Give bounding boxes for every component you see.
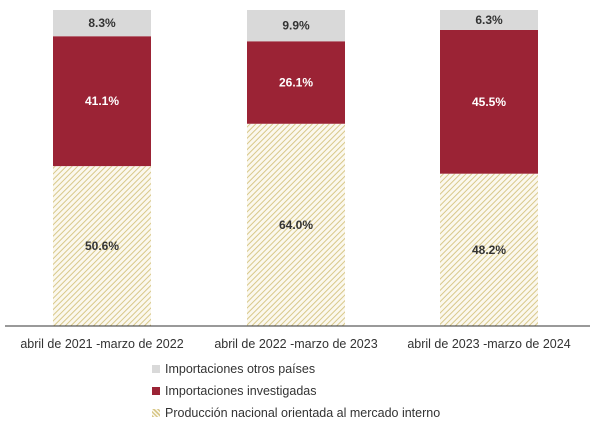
data-label-otros-3: 6.3% [475,13,503,27]
x-tick-label-1: abril de 2021 -marzo de 2022 [20,337,183,351]
data-label-produccion-1: 50.6% [85,239,119,253]
bar-segment-produccion-3 [440,173,538,326]
legend-label-investigadas: Importaciones investigadas [165,384,317,398]
data-label-otros-2: 9.9% [282,19,310,33]
legend-item-otros: Importaciones otros países [152,358,440,380]
x-tick-label-2: abril de 2022 -marzo de 2023 [214,337,377,351]
bar-segment-otros-3 [440,10,538,30]
data-label-produccion-2: 64.0% [279,218,313,232]
legend: Importaciones otros países Importaciones… [152,358,440,424]
data-label-investigadas-3: 45.5% [472,95,506,109]
legend-label-produccion: Producción nacional orientada al mercado… [165,406,441,420]
bar-segment-produccion-1 [53,166,151,326]
legend-swatch-produccion [152,409,160,417]
legend-swatch-otros [152,365,160,373]
data-label-investigadas-1: 41.1% [85,94,119,108]
data-label-otros-1: 8.3% [88,16,116,30]
legend-item-produccion: Producción nacional orientada al mercado… [152,402,440,424]
bar-segment-investigadas-2 [247,41,345,124]
x-tick-label-3: abril de 2023 -marzo de 2024 [407,337,570,351]
data-label-produccion-3: 48.2% [472,243,506,257]
legend-label-otros: Importaciones otros países [165,362,316,376]
legend-item-investigadas: Importaciones investigadas [152,380,440,402]
bar-segment-investigadas-3 [440,29,538,174]
bar-segment-investigadas-1 [53,36,151,167]
bar-segment-produccion-2 [247,123,345,326]
legend-swatch-investigadas [152,387,160,395]
data-label-investigadas-2: 26.1% [279,76,313,90]
bar-segment-otros-2 [247,10,345,42]
bar-segment-otros-1 [53,10,151,37]
